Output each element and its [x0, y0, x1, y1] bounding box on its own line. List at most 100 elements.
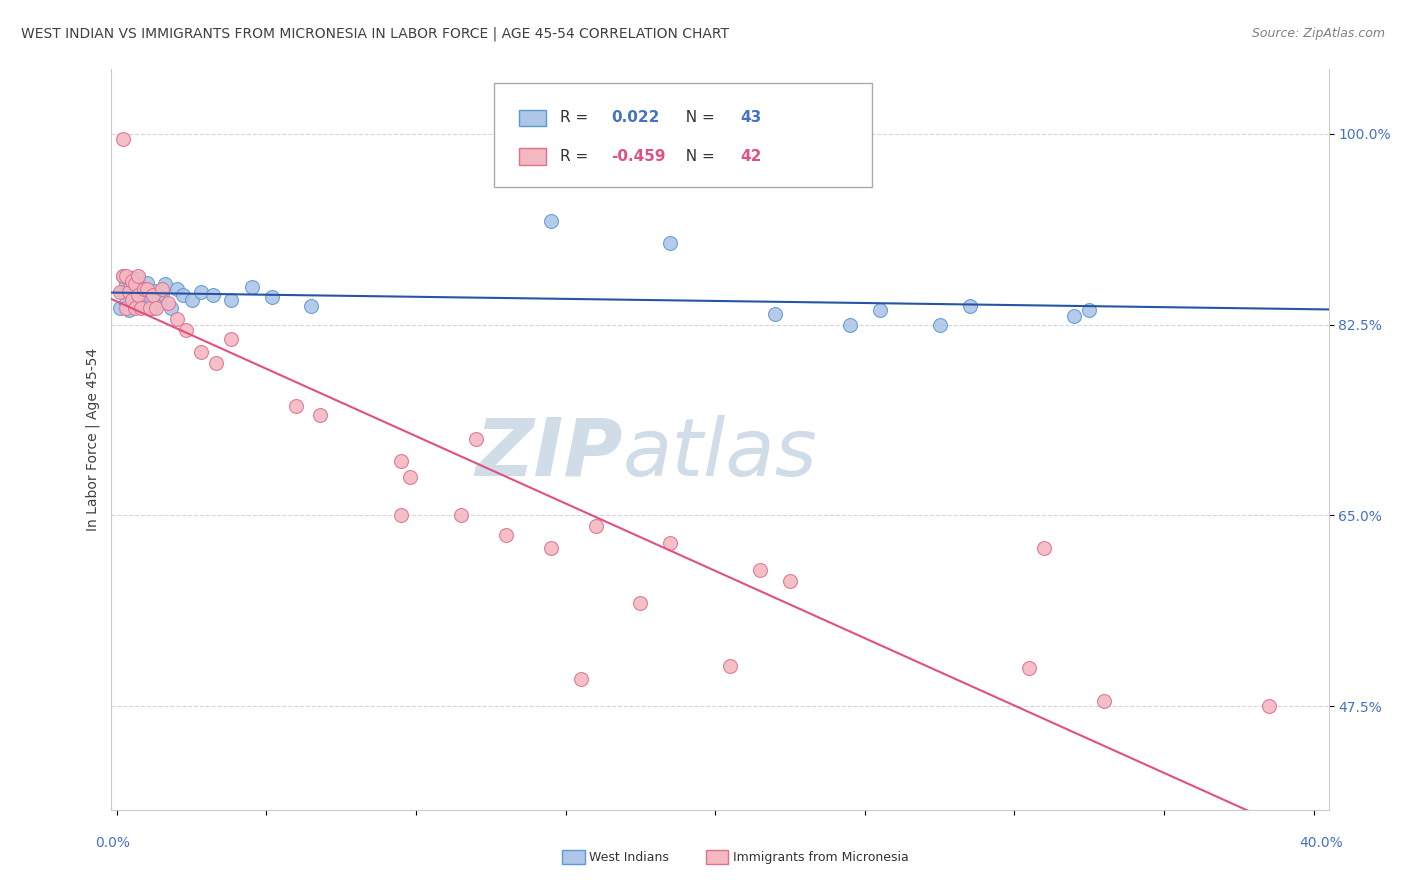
Point	[450, 508, 472, 523]
Point	[129, 301, 152, 316]
Point	[145, 284, 167, 298]
Point	[118, 285, 141, 299]
Point	[108, 301, 131, 316]
Point	[285, 400, 308, 414]
FancyBboxPatch shape	[519, 110, 546, 126]
Point	[135, 297, 157, 311]
Point	[124, 282, 146, 296]
Point	[115, 277, 138, 292]
Text: R =: R =	[560, 111, 593, 126]
Text: 0.0%: 0.0%	[96, 836, 131, 850]
Point	[1078, 303, 1101, 318]
Text: WEST INDIAN VS IMMIGRANTS FROM MICRONESIA IN LABOR FORCE | AGE 45-54 CORRELATION: WEST INDIAN VS IMMIGRANTS FROM MICRONESI…	[21, 27, 730, 41]
Point	[124, 301, 146, 316]
Point	[166, 312, 188, 326]
Point	[540, 541, 562, 555]
Point	[148, 293, 170, 307]
Point	[569, 672, 592, 686]
Point	[763, 307, 786, 321]
Point	[839, 318, 862, 332]
Point	[718, 658, 741, 673]
Point	[108, 285, 131, 299]
Point	[129, 282, 152, 296]
Text: -0.459: -0.459	[612, 149, 666, 164]
FancyBboxPatch shape	[519, 148, 546, 165]
Point	[928, 318, 950, 332]
Point	[399, 470, 422, 484]
Point	[132, 282, 155, 296]
Point	[150, 282, 173, 296]
Text: 42: 42	[741, 149, 762, 164]
Point	[124, 298, 146, 312]
Point	[129, 299, 152, 313]
Point	[118, 303, 141, 318]
Point	[118, 282, 141, 296]
Text: 43: 43	[741, 111, 762, 126]
Point	[180, 293, 202, 307]
Text: N =: N =	[676, 111, 720, 126]
Text: atlas: atlas	[623, 415, 817, 493]
Point	[127, 288, 149, 302]
Point	[115, 301, 138, 316]
Point	[959, 299, 981, 313]
Point	[166, 282, 188, 296]
Point	[127, 272, 149, 286]
Point	[115, 268, 138, 283]
Point	[1257, 699, 1279, 714]
Point	[127, 268, 149, 283]
Text: West Indians: West Indians	[589, 851, 669, 863]
Point	[659, 235, 682, 250]
Point	[201, 288, 224, 302]
Point	[111, 132, 134, 146]
Point	[219, 293, 242, 307]
Point	[139, 289, 162, 303]
Point	[174, 323, 197, 337]
Text: R =: R =	[560, 149, 593, 164]
Point	[309, 408, 332, 422]
Point	[145, 301, 167, 316]
Point	[142, 288, 165, 302]
Point	[1033, 541, 1056, 555]
Point	[111, 268, 134, 283]
Point	[124, 277, 146, 292]
Point	[659, 535, 682, 549]
Text: 0.022: 0.022	[612, 111, 659, 126]
Point	[111, 268, 134, 283]
Point	[172, 288, 194, 302]
Point	[121, 293, 143, 307]
Point	[139, 301, 162, 316]
Point	[204, 356, 226, 370]
Point	[389, 508, 412, 523]
Point	[540, 214, 562, 228]
Point	[585, 519, 607, 533]
Text: N =: N =	[676, 149, 720, 164]
Point	[121, 270, 143, 285]
Text: ZIP: ZIP	[475, 415, 623, 493]
Point	[156, 296, 179, 310]
Point	[1092, 694, 1115, 708]
Point	[135, 277, 157, 291]
Point	[150, 287, 173, 301]
Point	[219, 332, 242, 346]
Point	[389, 454, 412, 468]
Point	[132, 290, 155, 304]
Point	[159, 301, 181, 316]
Point	[121, 293, 143, 307]
Point	[630, 596, 652, 610]
Point	[153, 277, 176, 292]
Point	[1063, 309, 1085, 323]
Point	[121, 274, 143, 288]
Point	[465, 432, 488, 446]
Point	[299, 299, 322, 313]
Text: 40.0%: 40.0%	[1299, 836, 1343, 850]
Text: Immigrants from Micronesia: Immigrants from Micronesia	[733, 851, 908, 863]
Point	[111, 285, 134, 299]
Point	[1018, 661, 1040, 675]
Point	[240, 279, 263, 293]
Point	[749, 563, 772, 577]
Point	[142, 301, 165, 316]
Point	[115, 296, 138, 310]
Point	[869, 303, 891, 318]
Point	[495, 528, 517, 542]
Point	[262, 290, 284, 304]
